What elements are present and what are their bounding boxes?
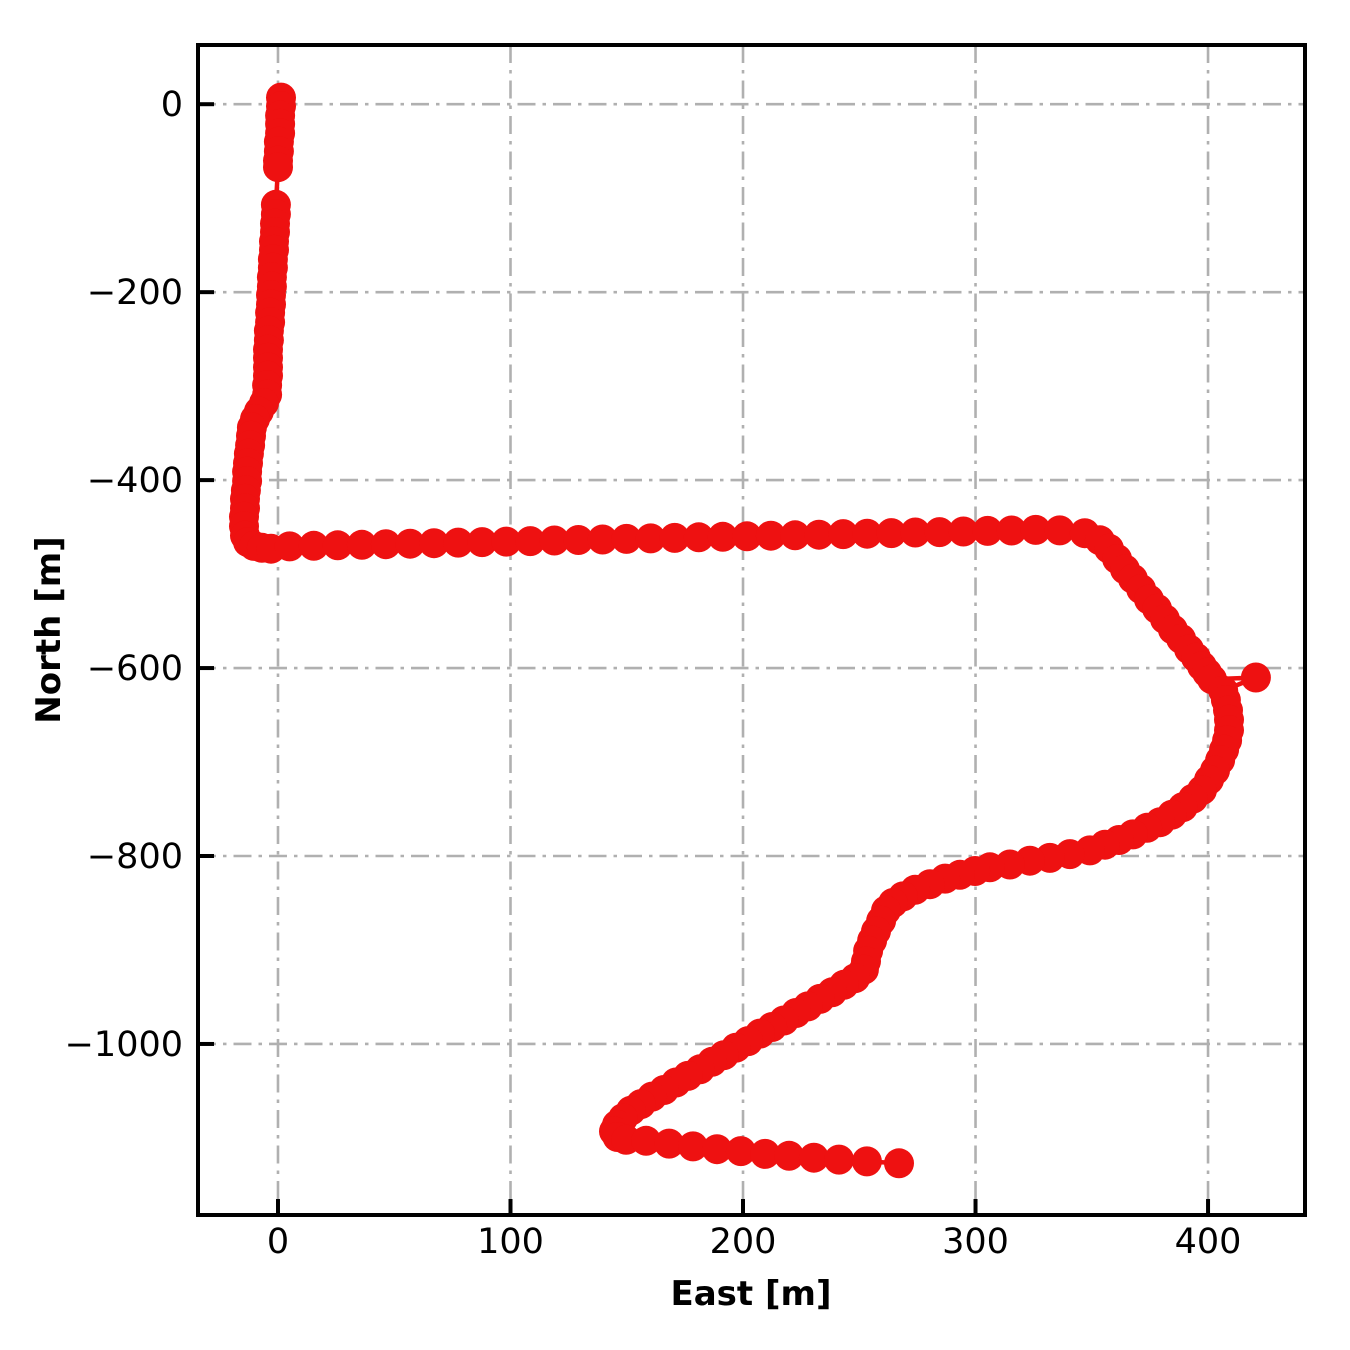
- trajectory-point: [1044, 515, 1075, 546]
- y-tick-label: −1000: [65, 1025, 183, 1065]
- trajectory-point: [750, 1138, 781, 1169]
- trajectory-point: [346, 529, 377, 560]
- trajectory-point: [924, 517, 955, 548]
- trajectory-point: [828, 519, 859, 550]
- y-tick-label: −200: [87, 273, 183, 313]
- trajectory-point: [491, 526, 522, 557]
- trajectory-point: [948, 516, 979, 547]
- x-tick-label: 100: [477, 1222, 544, 1262]
- trajectory-point: [725, 1136, 756, 1167]
- trajectory-point: [659, 522, 690, 553]
- x-tick-label: 300: [942, 1222, 1009, 1262]
- trajectory-point: [900, 517, 931, 548]
- trajectory-point: [1240, 662, 1271, 693]
- trajectory-point: [370, 529, 401, 560]
- trajectory-point: [395, 528, 426, 559]
- y-tick-label: −800: [87, 837, 183, 877]
- trajectory-point: [876, 518, 907, 549]
- x-tick-label: 0: [267, 1222, 289, 1262]
- trajectory-point: [884, 1148, 914, 1179]
- axis-ticks: [198, 102, 1211, 1215]
- x-tick-label: 200: [710, 1222, 777, 1262]
- trajectory-point: [852, 518, 883, 549]
- y-tick-label: 0: [161, 85, 183, 125]
- trajectory-point: [515, 526, 546, 557]
- plot-area: [198, 45, 1305, 1215]
- y-tick-label: −600: [87, 649, 183, 689]
- trajectory-point: [467, 527, 498, 558]
- trajectory-point: [563, 525, 594, 555]
- trajectory-point: [631, 1125, 662, 1156]
- trajectory-point: [755, 520, 786, 551]
- trajectory-point: [780, 520, 811, 551]
- trajectory-point: [1020, 514, 1051, 545]
- trajectory-point: [683, 522, 714, 553]
- y-axis-label: North [m]: [29, 536, 69, 723]
- trajectory-point: [443, 527, 474, 558]
- trajectory-point: [824, 1144, 854, 1175]
- x-tick-label: 400: [1175, 1222, 1242, 1262]
- trajectory-point: [587, 524, 618, 555]
- trajectory-point: [707, 521, 738, 552]
- trajectory-point: [539, 525, 570, 556]
- trajectory-point: [851, 1146, 882, 1177]
- trajectory-point: [611, 523, 642, 554]
- trajectory-point: [996, 515, 1027, 546]
- trajectory-point: [322, 530, 353, 561]
- y-tick-label: −400: [87, 461, 183, 501]
- plot-border: [196, 43, 1307, 1217]
- trajectory-point: [654, 1128, 685, 1159]
- trajectory-point: [798, 1142, 829, 1173]
- trajectory-point: [263, 152, 293, 183]
- trajectory-point: [972, 515, 1003, 546]
- x-axis-label: East [m]: [670, 1274, 831, 1314]
- trajectory-point: [274, 531, 305, 562]
- trajectory-point: [804, 519, 834, 550]
- trajectory-point: [678, 1131, 708, 1162]
- trajectory-point: [732, 521, 762, 552]
- trajectory-point: [774, 1140, 805, 1171]
- trajectory-point: [419, 528, 449, 559]
- trajectory-point: [635, 523, 666, 554]
- trajectory-series: [229, 82, 1271, 1179]
- tick-labels: 0 100 200 300 400 0 −200 −400 −600 −800 −1000: [65, 85, 1242, 1262]
- trajectory-point: [702, 1134, 732, 1165]
- trajectory-point: [298, 530, 329, 561]
